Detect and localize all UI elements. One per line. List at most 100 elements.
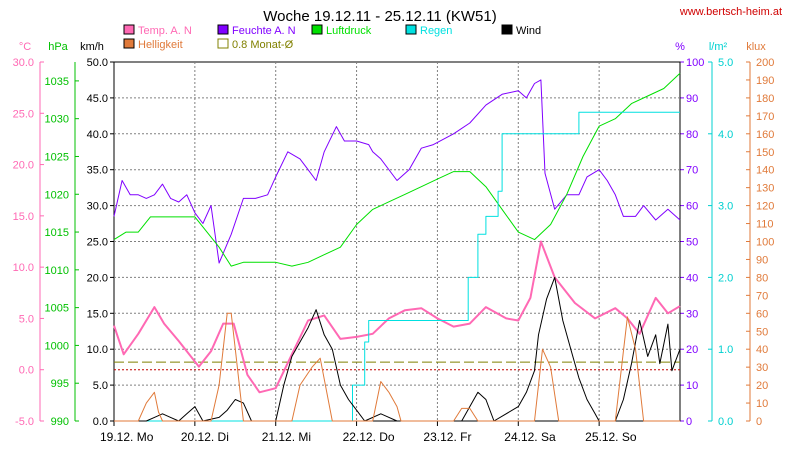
pressure-tick-label: 1015 [45, 227, 69, 239]
temp-tick-label: 15.0 [13, 211, 34, 223]
legend: Temp. A. N Helligkeit Feuchte A. N 0.8 Mona… [123, 24, 541, 51]
rain-tick-label: 5.0 [718, 57, 733, 69]
wind-tick-label: 15.0 [87, 308, 108, 320]
humidity-tick-label: 60 [686, 201, 698, 213]
light-tick-label: 190 [756, 75, 774, 87]
legend-swatch [501, 24, 513, 35]
legend-label: Wind [516, 25, 541, 37]
x-tick-label: 19.12. Mo [100, 430, 154, 444]
light-tick-label: 180 [756, 93, 774, 105]
legend-label: Regen [420, 25, 452, 37]
x-tick-label: 21.12. Mi [262, 430, 311, 444]
temp-tick-label: 25.0 [13, 108, 34, 120]
humidity-tick-label: 90 [686, 93, 698, 105]
axes: 19.12. Mo 20.12. Di 21.12. Mi 22.12. Do 23.1… [13, 41, 775, 444]
light-tick-label: 120 [756, 201, 774, 213]
series-line-feuchte-a-n [113, 79, 681, 264]
light-tick-label: 50 [756, 326, 768, 338]
rain-tick-label: 1.0 [718, 344, 733, 356]
x-tick-label: 23.12. Fr [423, 430, 471, 444]
light-tick-label: 160 [756, 129, 774, 141]
pressure-tick-label: 1005 [45, 303, 69, 315]
rain-unit-label: l/m² [709, 41, 728, 53]
light-tick-label: 70 [756, 290, 768, 302]
rain-tick-label: 2.0 [718, 272, 733, 284]
light-tick-label: 100 [756, 237, 774, 249]
light-unit-label: klux [746, 41, 766, 53]
legend-swatch [123, 24, 135, 35]
wind-tick-label: 10.0 [87, 344, 108, 356]
pressure-tick-label: 1000 [45, 340, 69, 352]
temp-tick-label: 0.0 [19, 365, 34, 377]
source-link[interactable]: www.bertsch-heim.at [679, 6, 782, 18]
light-tick-label: 150 [756, 147, 774, 159]
humidity-tick-label: 100 [686, 57, 704, 69]
pressure-tick-label: 995 [51, 378, 69, 390]
temp-tick-label: 20.0 [13, 160, 34, 172]
humidity-tick-label: 40 [686, 272, 698, 284]
wind-tick-label: 50.0 [87, 57, 108, 69]
wind-tick-label: 45.0 [87, 93, 108, 105]
pressure-tick-label: 990 [51, 416, 69, 428]
temp-tick-label: 5.0 [19, 313, 34, 325]
legend-label: Luftdruck [326, 25, 372, 37]
x-tick-label: 25.12. So [585, 430, 637, 444]
light-tick-label: 0 [756, 416, 762, 428]
pressure-tick-label: 1025 [45, 151, 69, 163]
legend-swatch [311, 24, 323, 35]
light-tick-label: 60 [756, 308, 768, 320]
series-line-regen [114, 111, 680, 422]
light-tick-label: 200 [756, 57, 774, 69]
light-tick-label: 80 [756, 272, 768, 284]
series-line-luftdruck [113, 72, 681, 267]
wind-tick-label: 30.0 [87, 201, 108, 213]
legend-label: Feuchte A. N [232, 25, 296, 37]
x-tick-label: 22.12. Do [343, 430, 395, 444]
series-line-helligkeit [114, 312, 680, 422]
pressure-unit-label: hPa [48, 41, 68, 53]
humidity-unit-label: % [675, 41, 685, 53]
light-tick-label: 10 [756, 398, 768, 410]
light-tick-label: 40 [756, 344, 768, 356]
light-tick-label: 110 [756, 219, 774, 231]
plot-area [113, 72, 681, 422]
temp-unit-label: °C [19, 41, 31, 53]
x-tick-label: 24.12. Sa [504, 430, 556, 444]
pressure-tick-label: 1030 [45, 114, 69, 126]
humidity-tick-label: 50 [686, 237, 698, 249]
rain-tick-label: 4.0 [718, 129, 733, 141]
temp-tick-label: 10.0 [13, 262, 34, 274]
wind-tick-label: 35.0 [87, 165, 108, 177]
legend-label: 0.8 Monat-Ø [232, 39, 294, 51]
wind-tick-label: 25.0 [87, 237, 108, 249]
light-tick-label: 130 [756, 183, 774, 195]
chart-title: Woche 19.12.11 - 25.12.11 (KW51) [263, 8, 496, 25]
wind-tick-label: 40.0 [87, 129, 108, 141]
wind-tick-label: 20.0 [87, 272, 108, 284]
legend-swatch [405, 24, 417, 35]
light-tick-label: 20 [756, 380, 768, 392]
humidity-tick-label: 80 [686, 129, 698, 141]
series-line-temp-a-n [113, 240, 681, 394]
humidity-tick-label: 20 [686, 344, 698, 356]
humidity-tick-label: 70 [686, 165, 698, 177]
pressure-tick-label: 1035 [45, 76, 69, 88]
legend-label: Temp. A. N [138, 25, 192, 37]
light-tick-label: 170 [756, 111, 774, 123]
legend-swatch [217, 38, 229, 49]
light-tick-label: 30 [756, 362, 768, 374]
humidity-tick-label: 0 [686, 416, 692, 428]
legend-swatch [217, 24, 229, 35]
legend-swatch [123, 38, 135, 49]
humidity-tick-label: 10 [686, 380, 698, 392]
rain-tick-label: 3.0 [718, 201, 733, 213]
light-tick-label: 90 [756, 254, 768, 266]
wind-unit-label: km/h [80, 41, 104, 53]
light-tick-label: 140 [756, 165, 774, 177]
humidity-tick-label: 30 [686, 308, 698, 320]
temp-tick-label: -5.0 [15, 416, 34, 428]
temp-tick-label: 30.0 [13, 57, 34, 69]
pressure-tick-label: 1010 [45, 265, 69, 277]
rain-tick-label: 0.0 [718, 416, 733, 428]
